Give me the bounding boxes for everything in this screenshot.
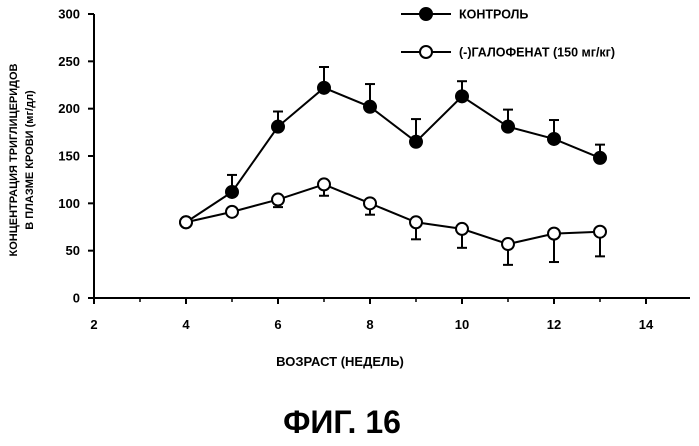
- figure-label: ФИГ. 16: [283, 404, 401, 440]
- legend-marker: [420, 8, 432, 20]
- data-point: [502, 121, 514, 133]
- y-tick-label: 300: [58, 7, 80, 22]
- y-tick-label: 150: [58, 149, 80, 164]
- data-point: [456, 223, 468, 235]
- y-tick-label: 50: [66, 243, 80, 258]
- legend: КОНТРОЛЬ (-)ГАЛОФЕНАТ (150 мг/кг): [401, 8, 615, 60]
- data-point: [272, 194, 284, 206]
- y-tick-label: 200: [58, 101, 80, 116]
- data-point: [594, 152, 606, 164]
- y-tick-label: 250: [58, 54, 80, 69]
- data-point: [410, 216, 422, 228]
- series-halofenate: [180, 178, 606, 264]
- data-point: [226, 206, 238, 218]
- x-tick-label: 8: [366, 317, 373, 332]
- series-control: [180, 67, 606, 228]
- legend-entry: КОНТРОЛЬ: [401, 8, 528, 22]
- data-point: [456, 90, 468, 102]
- series-line: [186, 88, 600, 222]
- data-point: [318, 82, 330, 94]
- x-tick-label: 4: [182, 317, 190, 332]
- y-axis-label-line1: КОНЦЕНТРАЦИЯ ТРИГЛИЦЕРИДОВ: [8, 63, 20, 256]
- data-point: [502, 238, 514, 250]
- legend-marker: [420, 46, 432, 58]
- series-layer: [180, 67, 606, 265]
- y-axis-label-line2: В ПЛАЗМЕ КРОВИ (мг/дл): [24, 90, 36, 230]
- data-point: [594, 226, 606, 238]
- data-point: [226, 186, 238, 198]
- data-point: [364, 197, 376, 209]
- x-tick-label: 10: [455, 317, 469, 332]
- data-point: [318, 178, 330, 190]
- y-tick-label: 100: [58, 196, 80, 211]
- legend-label: КОНТРОЛЬ: [459, 8, 528, 22]
- x-tick-label: 12: [547, 317, 561, 332]
- data-point: [272, 121, 284, 133]
- y-tick-label: 0: [73, 291, 80, 306]
- x-tick-label: 2: [90, 317, 97, 332]
- data-point: [180, 216, 192, 228]
- x-axis-label: ВОЗРАСТ (НЕДЕЛЬ): [276, 354, 404, 369]
- data-point: [410, 136, 422, 148]
- legend-label: (-)ГАЛОФЕНАТ (150 мг/кг): [459, 46, 615, 60]
- data-point: [364, 101, 376, 113]
- x-tick-label: 6: [274, 317, 281, 332]
- data-point: [548, 228, 560, 240]
- data-point: [548, 133, 560, 145]
- series-line: [186, 184, 600, 244]
- legend-entry: (-)ГАЛОФЕНАТ (150 мг/кг): [401, 46, 615, 60]
- x-tick-label: 14: [639, 317, 654, 332]
